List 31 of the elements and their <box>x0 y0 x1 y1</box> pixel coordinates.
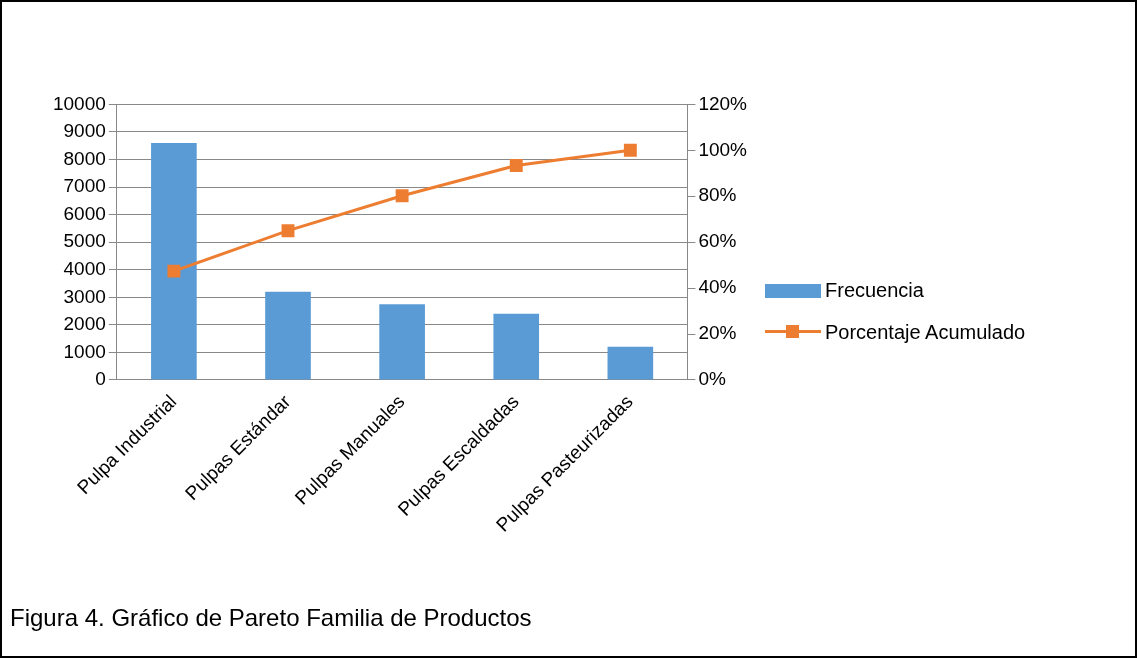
y2-tick-label: 60% <box>698 230 737 252</box>
bar <box>607 346 654 380</box>
y-tick-label: 2000 <box>63 313 106 335</box>
y2-tick-label: 120% <box>698 92 748 114</box>
point <box>395 189 409 203</box>
y2-tick-label: 20% <box>698 322 737 344</box>
legend-label: Frecuencia <box>825 278 924 302</box>
y-tick-label: 7000 <box>63 175 106 197</box>
y-tick-label: 6000 <box>63 202 106 224</box>
y-tick-label: 10000 <box>52 92 106 114</box>
y2-tick-label: 40% <box>698 276 737 298</box>
bar <box>493 313 540 380</box>
bar <box>151 142 197 380</box>
bar <box>265 291 311 380</box>
point <box>167 264 181 278</box>
y-tick-label: 5000 <box>63 230 106 252</box>
y-tick-label: 1000 <box>63 340 106 362</box>
text: Figura 4. Gráfico de Pareto Familia de Productos <box>10 604 532 632</box>
point <box>281 224 295 238</box>
y2-tick-label: 80% <box>698 184 737 206</box>
y-tick-label: 9000 <box>63 120 106 142</box>
y-tick-label: 3000 <box>63 285 106 307</box>
legend-label: Porcentaje Acumulado <box>825 320 1026 344</box>
point <box>509 159 523 172</box>
point <box>623 143 637 157</box>
y2-tick-label: 100% <box>698 138 748 160</box>
y-tick-label: 8000 <box>63 147 106 169</box>
y-tick-label: 4000 <box>63 257 106 279</box>
y-tick-label: 0 <box>95 368 106 390</box>
y2-tick-label: 0% <box>698 368 726 390</box>
bar <box>379 304 425 380</box>
